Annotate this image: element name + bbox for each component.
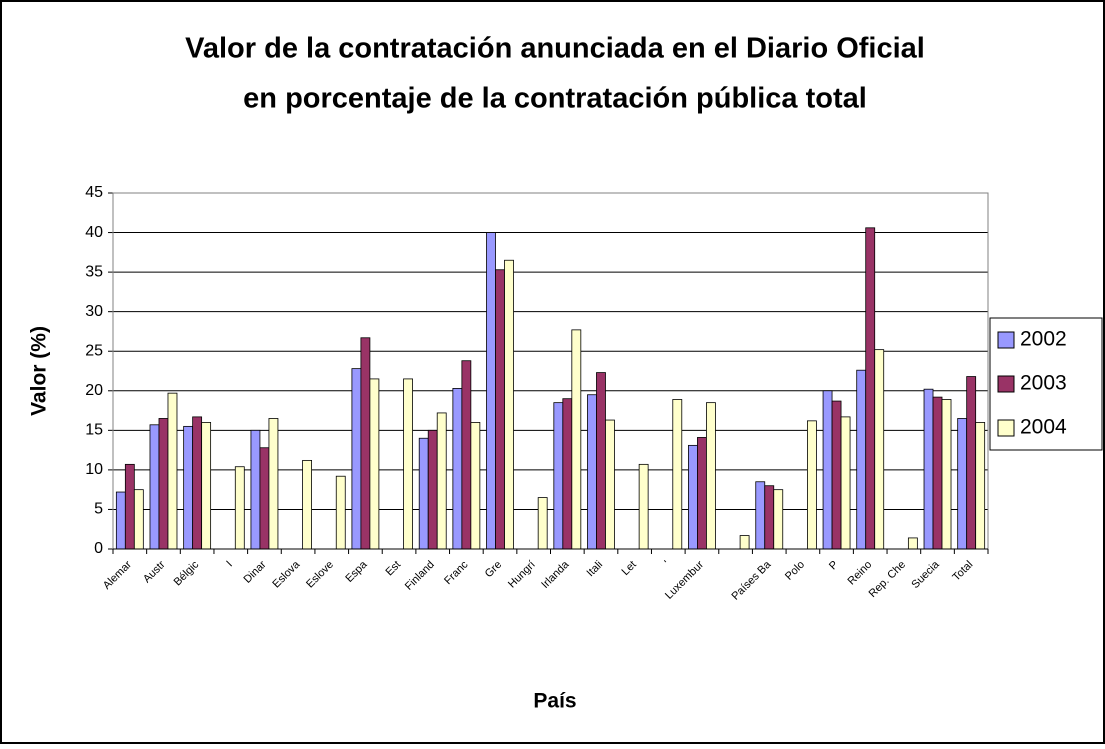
bar	[470, 422, 481, 550]
y-tick-label: 35	[85, 263, 103, 280]
bar	[697, 437, 707, 550]
bar	[427, 429, 438, 550]
y-tick-label: 40	[85, 224, 103, 241]
bar	[115, 491, 126, 550]
bar	[975, 422, 986, 550]
bar	[957, 418, 968, 550]
y-tick-label: 25	[85, 342, 103, 359]
bar	[158, 418, 169, 550]
bar	[495, 269, 505, 550]
chart-title: en porcentaje de la contratación pública…	[243, 83, 867, 115]
bar	[874, 349, 885, 550]
bar	[605, 419, 615, 550]
bar	[706, 402, 716, 550]
bar	[840, 416, 851, 550]
y-tick-label: 0	[94, 540, 103, 557]
legend-swatch	[997, 419, 1015, 437]
bar	[773, 489, 784, 550]
bar	[932, 396, 943, 550]
y-tick-label: 20	[85, 382, 103, 399]
bar	[923, 388, 934, 550]
bar	[461, 360, 472, 550]
bar	[259, 447, 270, 550]
bar	[192, 416, 203, 550]
bar	[268, 418, 279, 550]
bar	[764, 485, 775, 550]
bar	[755, 481, 766, 550]
bar	[739, 535, 750, 550]
bar	[436, 412, 447, 550]
bar	[822, 390, 833, 550]
y-tick-label: 10	[85, 461, 103, 478]
x-tick-label: I	[224, 559, 235, 570]
bar	[537, 497, 548, 550]
bar	[831, 400, 842, 550]
bar	[133, 489, 144, 550]
bar	[369, 378, 380, 550]
bar	[302, 459, 312, 550]
bar	[907, 537, 918, 550]
bar	[403, 378, 413, 550]
bar	[418, 437, 429, 550]
bar	[638, 463, 649, 550]
bar	[553, 402, 564, 550]
bar	[672, 399, 683, 550]
legend-swatch	[997, 331, 1015, 349]
bar	[941, 399, 952, 550]
bar	[234, 466, 245, 550]
bar	[587, 394, 597, 550]
bar	[596, 372, 606, 550]
bar	[149, 424, 160, 550]
x-axis-label: País	[533, 690, 576, 713]
y-tick-label: 15	[85, 422, 103, 439]
legend-label: 2002	[1020, 328, 1067, 351]
bar	[688, 444, 698, 550]
bar	[486, 232, 496, 550]
bar	[452, 388, 463, 550]
bar	[865, 227, 876, 550]
x-tick-label: '	[662, 559, 672, 569]
y-tick-label: 30	[85, 303, 103, 320]
bar	[250, 429, 261, 550]
legend-label: 2004	[1020, 416, 1067, 439]
bar	[562, 398, 573, 550]
y-axis-label: Valor (%)	[28, 326, 51, 416]
legend-swatch	[997, 375, 1015, 393]
bar	[351, 368, 362, 550]
bar	[167, 392, 178, 550]
bar	[571, 329, 582, 550]
chart-title: Valor de la contratación anunciada en el…	[185, 33, 925, 65]
bar	[504, 259, 514, 550]
y-tick-label: 45	[85, 184, 103, 201]
bar	[335, 475, 346, 550]
legend-label: 2003	[1020, 372, 1067, 395]
bar	[966, 376, 977, 550]
bar	[201, 422, 212, 550]
bar	[183, 425, 194, 550]
bar	[124, 463, 135, 550]
y-tick-label: 5	[94, 501, 103, 518]
bar	[807, 420, 817, 550]
bar	[360, 337, 371, 550]
bar	[856, 369, 867, 550]
